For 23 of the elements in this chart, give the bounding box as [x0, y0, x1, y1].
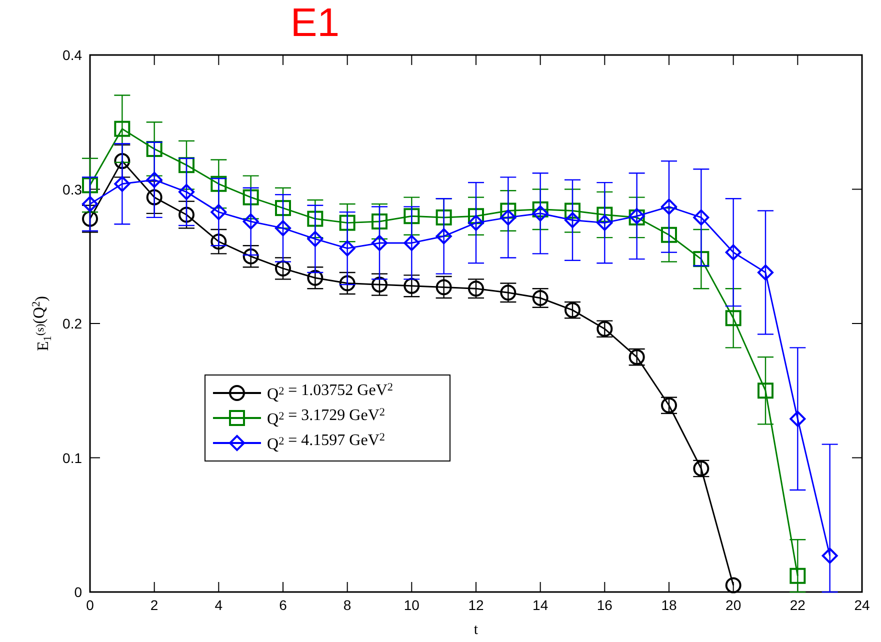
x-tick-label: 12: [468, 597, 484, 613]
x-tick-label: 24: [854, 597, 870, 613]
y-tick-label: 0.2: [62, 316, 82, 332]
y-tick-label: 0.3: [62, 181, 82, 198]
x-tick-label: 14: [532, 597, 548, 613]
x-tick-label: 16: [596, 597, 613, 613]
y-tick-label: 0: [74, 584, 82, 600]
x-tick-label: 4: [214, 597, 223, 613]
x-tick-label: 6: [279, 597, 288, 613]
legend-label: Q$^{2}$ = 1.03752 GeV$^{2}$: [267, 381, 393, 403]
chart-title: E1: [290, 1, 340, 45]
x-tick-label: 22: [790, 597, 806, 613]
x-tick-label: 18: [661, 597, 677, 613]
x-tick-label: 10: [404, 597, 420, 613]
x-tick-label: 2: [150, 597, 158, 613]
y-tick-label: 0.4: [62, 47, 82, 63]
y-tick-label: 0.1: [62, 450, 82, 466]
x-tick-label: 0: [86, 597, 94, 613]
legend-label: Q$^{2}$ = 4.1597 GeV$^{2}$: [267, 431, 385, 453]
x-tick-label: 8: [343, 597, 352, 613]
x-tick-label: 20: [726, 597, 742, 613]
legend-label: Q$^{2}$ = 3.1729 GeV$^{2}$: [267, 406, 385, 428]
x-axis-title: t: [474, 622, 479, 638]
